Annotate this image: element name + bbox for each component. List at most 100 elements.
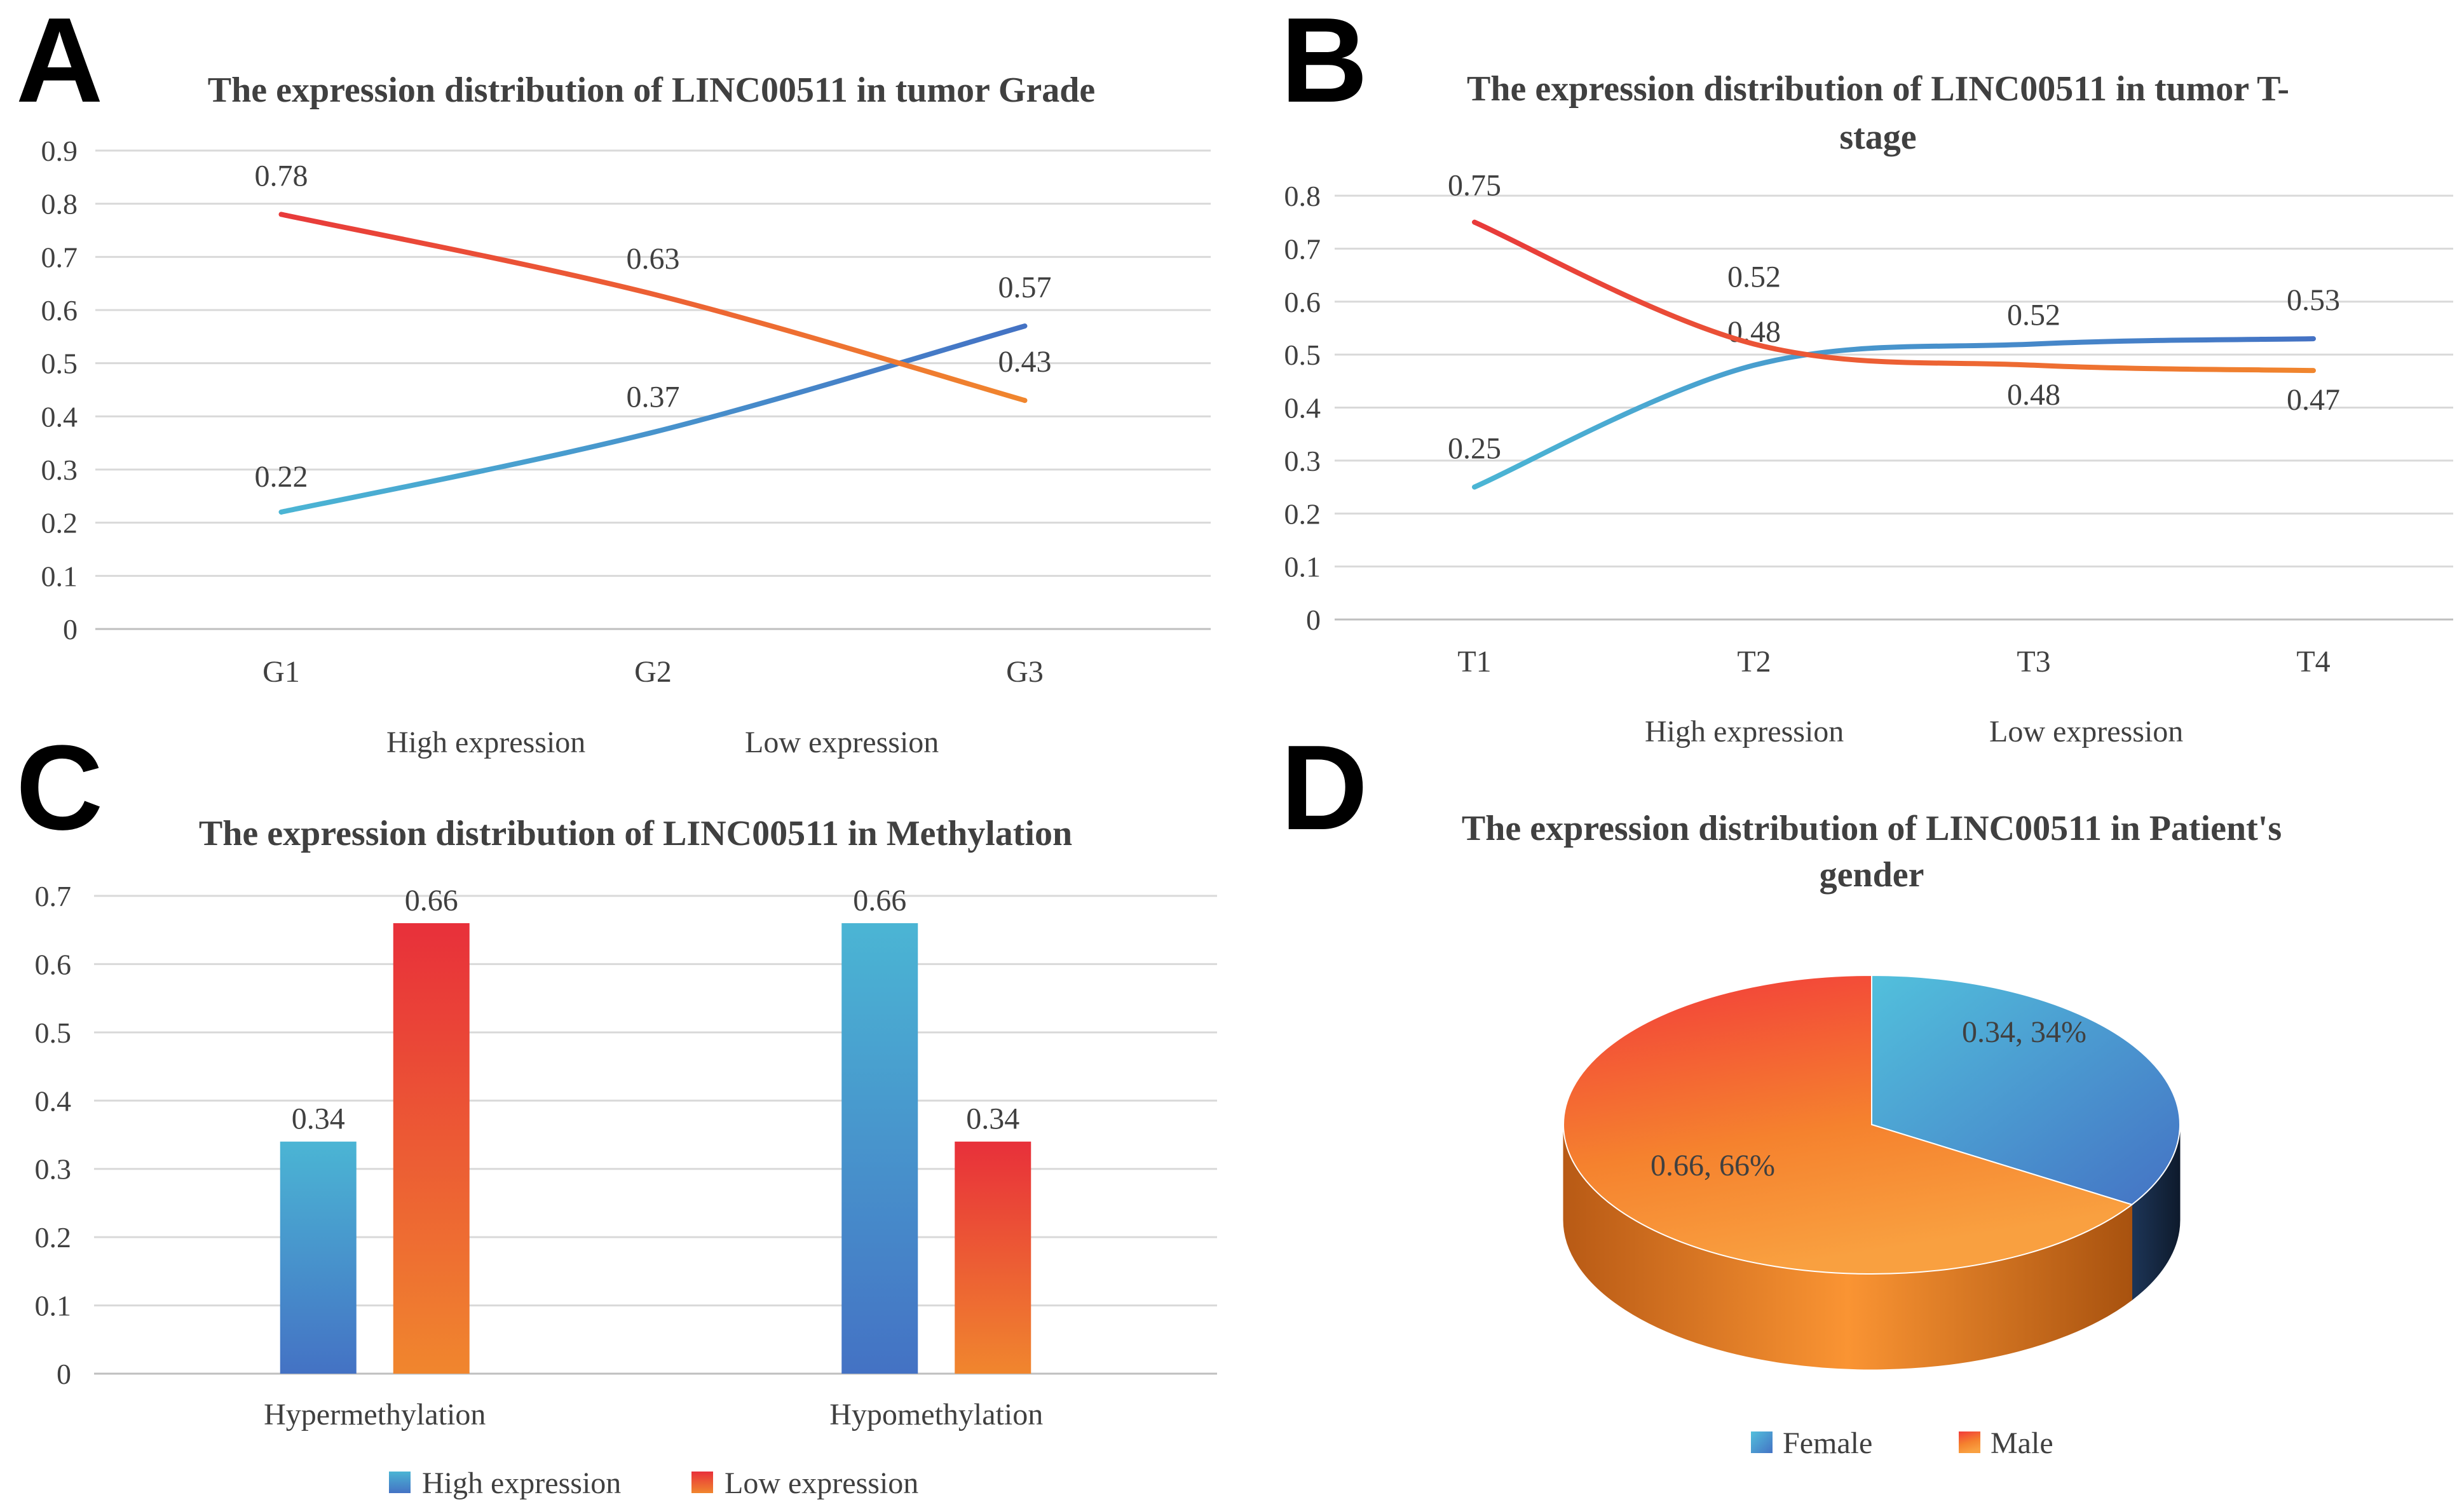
chart-a-data-label: 0.63 (627, 242, 680, 276)
chart-b-ytick-label: 0.3 (1284, 445, 1321, 477)
chart-b-ytick-label: 0.4 (1284, 392, 1321, 424)
chart-d-data-label-male: 0.66, 66% (1651, 1149, 1775, 1182)
chart-b-series-low-line (1472, 219, 2316, 374)
chart-a-category-label: G1 (262, 655, 300, 689)
chart-c-ytick-label: 0.1 (35, 1290, 72, 1322)
panel-label-a: A (16, 0, 103, 128)
chart-a-data-label: 0.37 (627, 380, 680, 414)
panel-label-b: B (1281, 0, 1368, 128)
chart-a-category-label: G2 (634, 655, 672, 689)
chart-a-ytick-label: 0.7 (41, 241, 78, 273)
chart-b-ytick-label: 0.5 (1284, 339, 1321, 371)
chart-b-data-label: 0.47 (2287, 383, 2340, 417)
chart-a-ytick-label: 0.5 (41, 348, 78, 380)
chart-b-ytick-label: 0.6 (1284, 286, 1321, 318)
chart-b-category-label: T2 (1737, 645, 1771, 679)
chart-a-legend: High expression Low expression (327, 726, 939, 759)
chart-b-data-label: 0.75 (1448, 169, 1501, 203)
chart-c-ytick-label: 0.4 (35, 1085, 72, 1117)
chart-a-data-label: 0.57 (998, 271, 1052, 304)
chart-b-data-label: 0.52 (1727, 260, 1781, 294)
chart-a-ytick-label: 0.1 (41, 560, 78, 592)
chart-d-legend-female-swatch (1751, 1431, 1773, 1453)
chart-c-category-label: Hypomethylation (829, 1398, 1043, 1431)
chart-b-legend: High expression Low expression (1586, 715, 2183, 748)
chart-b-ytick-label: 0.1 (1284, 551, 1321, 583)
chart-a-series-high-line (278, 323, 1028, 515)
chart-c-ytick-label: 0 (57, 1358, 71, 1390)
chart-c-data-label: 0.34 (966, 1102, 1019, 1136)
chart-b-ytick-label: 0 (1306, 604, 1321, 636)
chart-c-bar-high (841, 923, 918, 1374)
chart-a-series-low-line (278, 212, 1028, 403)
chart-b-series-high-line (1472, 336, 2316, 490)
chart-b-category-label: T3 (2017, 645, 2050, 679)
chart-b-plot: 0 0.1 0.2 0.3 0.4 0.5 0.6 0.7 0.8 T1 T2 T3 T4 0.25 0.4… (1284, 169, 2453, 679)
chart-d-title-line2: gender (1820, 855, 1924, 895)
chart-c-bar-low (955, 1141, 1031, 1374)
chart-c-data-label: 0.66 (853, 884, 906, 917)
chart-d-legend: Female Male (1751, 1426, 2053, 1460)
chart-d-plot: 0.34, 34% 0.66, 66% (1563, 974, 2181, 1370)
chart-d-data-label-female: 0.34, 34% (1962, 1015, 2086, 1049)
chart-a-ytick-label: 0.2 (41, 507, 78, 539)
chart-c-ytick-label: 0.3 (35, 1153, 72, 1186)
chart-b-legend-low-label: Low expression (1989, 715, 2183, 748)
chart-a-data-label: 0.78 (255, 159, 308, 193)
chart-c-bar-high (280, 1141, 357, 1374)
chart-b-ytick-label: 0.7 (1284, 233, 1321, 265)
chart-b-category-label: T1 (1457, 645, 1491, 679)
chart-d-legend-male-label: Male (1991, 1426, 2053, 1460)
chart-d-title-line1: The expression distribution of LINC00511… (1462, 809, 2282, 848)
chart-b-ytick-label: 0.8 (1284, 180, 1321, 212)
chart-c-plot: 0 0.1 0.2 0.3 0.4 0.5 0.6 0.7 Hypermethylation 0.… (35, 880, 1217, 1431)
panel-label-d: D (1281, 721, 1368, 855)
chart-c-legend: High expression Low expression (389, 1466, 918, 1500)
chart-c-title: The expression distribution of LINC00511… (199, 814, 1072, 853)
chart-a-plot: 0 0.1 0.2 0.3 0.4 0.5 0.6 0.7 0.8 0.9 G1 G2 G3 0.22 0.… (41, 135, 1211, 689)
chart-a-ytick-label: 0.9 (41, 135, 78, 167)
chart-d-slice-male-top (1563, 974, 2134, 1275)
chart-a-ytick-label: 0 (63, 613, 78, 646)
chart-a-legend-high-label: High expression (386, 726, 585, 759)
chart-d: The expression distribution of LINC00511… (1462, 809, 2282, 1460)
chart-a-ytick-label: 0.4 (41, 400, 78, 433)
chart-c-ytick-label: 0.7 (35, 880, 72, 912)
chart-c: The expression distribution of LINC00511… (35, 814, 1217, 1500)
chart-c-legend-low-label: Low expression (725, 1466, 918, 1500)
panel-label-c: C (16, 721, 103, 855)
chart-b-ytick-label: 0.2 (1284, 497, 1321, 530)
chart-a-data-label: 0.22 (255, 460, 308, 494)
chart-d-slice-female-top (1871, 974, 2181, 1206)
chart-c-legend-high-swatch (389, 1472, 411, 1493)
chart-b-title-line2: stage (1839, 118, 1916, 157)
chart-a-data-label: 0.43 (998, 345, 1052, 379)
chart-c-ytick-label: 0.6 (35, 948, 72, 980)
chart-b-data-label: 0.25 (1448, 432, 1501, 466)
chart-b: The expression distribution of LINC00511… (1284, 69, 2453, 748)
chart-b-data-label: 0.53 (2287, 283, 2340, 317)
chart-b-legend-high-label: High expression (1645, 715, 1844, 748)
chart-b-category-label: T4 (2296, 645, 2330, 679)
chart-c-bar-low (393, 923, 470, 1374)
chart-a-title: The expression distribution of LINC00511… (208, 71, 1096, 110)
chart-c-data-label: 0.34 (292, 1102, 345, 1136)
chart-c-data-label: 0.66 (405, 884, 458, 917)
chart-c-legend-high-label: High expression (422, 1466, 621, 1500)
chart-a-ytick-label: 0.6 (41, 294, 78, 327)
chart-a-category-label: G3 (1006, 655, 1044, 689)
chart-c-ytick-label: 0.5 (35, 1017, 72, 1049)
chart-b-data-label: 0.48 (2007, 378, 2060, 412)
chart-a-ytick-label: 0.8 (41, 188, 78, 220)
chart-d-legend-female-label: Female (1783, 1426, 1872, 1460)
chart-c-ytick-label: 0.2 (35, 1221, 72, 1254)
chart-b-data-label: 0.52 (2007, 298, 2060, 332)
chart-a-ytick-label: 0.3 (41, 454, 78, 486)
chart-d-legend-male-swatch (1959, 1431, 1980, 1453)
chart-c-legend-low-swatch (691, 1472, 713, 1493)
chart-a: The expression distribution of LINC00511… (41, 71, 1211, 759)
chart-a-legend-low-label: Low expression (745, 726, 939, 759)
chart-b-title-line1: The expression distribution of LINC00511… (1467, 69, 2289, 109)
chart-c-category-label: Hypermethylation (264, 1398, 486, 1431)
